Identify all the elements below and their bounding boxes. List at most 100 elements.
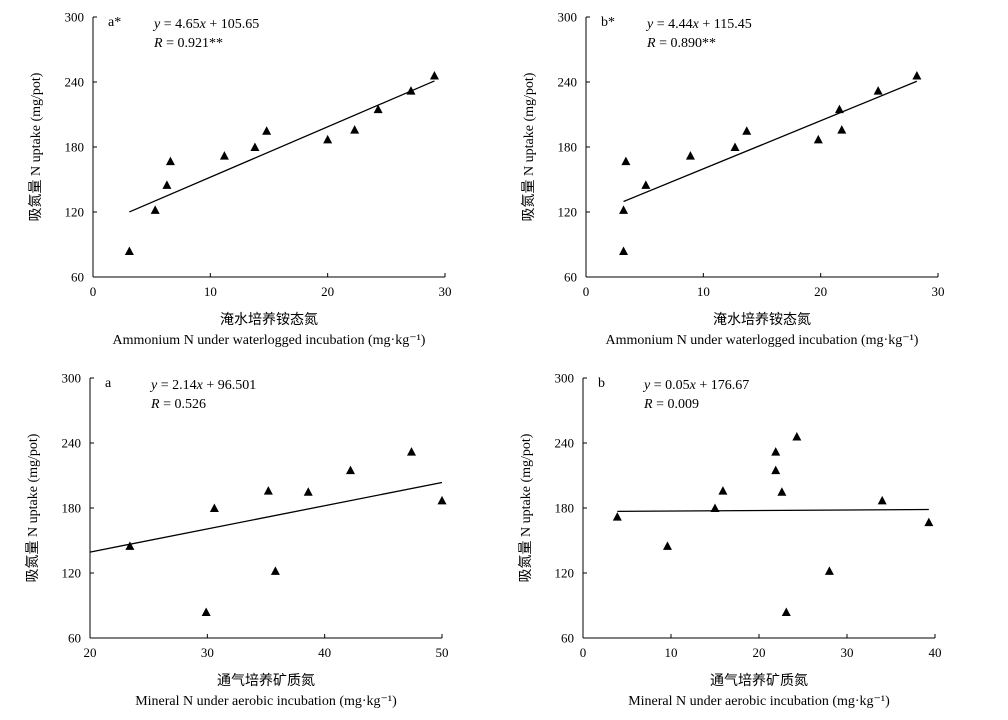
y-tick-label: 120	[65, 205, 85, 220]
data-point	[270, 566, 280, 575]
regression-equation: y = 4.44x + 115.45	[645, 17, 752, 32]
data-point	[685, 151, 695, 160]
data-point	[162, 180, 172, 189]
data-point	[350, 125, 360, 134]
regression-line	[129, 80, 435, 213]
regression-line	[617, 508, 929, 513]
data-point	[912, 71, 922, 80]
x-tick-label: 20	[84, 645, 97, 660]
y-tick-label: 180	[555, 501, 575, 516]
data-point	[262, 126, 272, 135]
y-axis-label: 吸氮量 N uptake (mg/pot)	[521, 72, 537, 221]
data-point	[873, 86, 883, 95]
x-axis-label-cn: 淹水培养铵态氮	[220, 312, 318, 328]
x-tick-label: 20	[321, 284, 334, 299]
y-axis-label: 吸氮量 N uptake (mg/pot)	[518, 433, 534, 582]
data-point	[662, 541, 672, 550]
x-tick-label: 50	[436, 645, 449, 660]
regression-line	[89, 481, 443, 553]
panel-label: a	[105, 376, 112, 391]
x-tick-label: 30	[201, 645, 214, 660]
data-point	[406, 86, 416, 95]
data-point	[150, 205, 160, 214]
data-point	[165, 156, 175, 166]
data-point	[219, 151, 229, 160]
regression-line	[623, 80, 918, 203]
x-tick-label: 40	[318, 645, 331, 660]
regression-equation: y = 4.65x + 105.65	[152, 17, 259, 32]
data-point	[619, 205, 629, 214]
data-point	[406, 447, 416, 456]
data-point	[924, 517, 934, 527]
data-point	[710, 503, 720, 512]
y-tick-label: 120	[555, 566, 575, 581]
data-point	[373, 104, 383, 114]
data-point	[641, 180, 651, 189]
x-axis-label-en: Mineral N under aerobic incubation (mg·k…	[135, 694, 397, 709]
data-point	[345, 465, 355, 475]
data-point	[263, 486, 273, 495]
x-tick-label: 10	[204, 284, 217, 299]
x-axis-label-en: Mineral N under aerobic incubation (mg·k…	[628, 694, 890, 709]
y-tick-label: 120	[558, 205, 578, 220]
data-point	[771, 447, 781, 456]
x-tick-label: 30	[932, 284, 945, 299]
x-tick-label: 30	[439, 284, 452, 299]
y-tick-label: 300	[62, 371, 82, 386]
data-point	[792, 432, 802, 441]
chart-panel-2: 60 120 180 240 300 20 30 40 50 a y = 2.14x + 96.50…	[25, 371, 449, 710]
data-point	[742, 126, 752, 135]
y-axis-label: 吸氮量 N uptake (mg/pot)	[25, 433, 41, 582]
regression-equation: y = 0.05x + 176.67	[642, 378, 749, 393]
data-point	[813, 134, 823, 144]
y-tick-label: 180	[65, 140, 85, 155]
x-axis-label-cn: 通气培养矿质氮	[710, 673, 808, 689]
x-tick-label: 10	[697, 284, 710, 299]
x-tick-label: 40	[929, 645, 942, 660]
chart-panel-0: 60 120 180 240 300 0 10 20 30 a* y = 4.65x + 105.6…	[28, 10, 452, 349]
y-tick-label: 300	[558, 10, 578, 25]
x-tick-label: 0	[580, 645, 587, 660]
chart-panel-1: 60 120 180 240 300 0 10 20 30 b* y = 4.44x + 115.4…	[521, 10, 945, 349]
data-point	[837, 125, 847, 134]
data-point	[781, 607, 791, 616]
y-tick-label: 120	[62, 566, 82, 581]
correlation-coefficient: R = 0.526	[150, 397, 206, 412]
regression-equation: y = 2.14x + 96.501	[149, 378, 256, 393]
data-point	[201, 607, 211, 616]
x-tick-label: 30	[841, 645, 854, 660]
panel-label: a*	[108, 15, 121, 30]
x-axis-label-cn: 淹水培养铵态氮	[713, 312, 811, 328]
x-tick-label: 0	[583, 284, 590, 299]
x-axis-label-en: Ammonium N under waterlogged incubation …	[606, 333, 919, 348]
correlation-coefficient: R = 0.009	[643, 397, 699, 412]
y-tick-label: 60	[564, 270, 577, 285]
data-point	[124, 246, 134, 255]
data-point	[250, 142, 260, 151]
y-tick-label: 180	[558, 140, 578, 155]
panel-label: b*	[601, 15, 615, 30]
x-tick-label: 10	[665, 645, 678, 660]
data-point	[429, 71, 439, 80]
y-tick-label: 180	[62, 501, 82, 516]
data-point	[834, 104, 844, 114]
chart-panel-3: 60 120 180 240 300 0 10 20 30 40 b y = 0.05x + 176.…	[518, 371, 942, 710]
y-axis-label: 吸氮量 N uptake (mg/pot)	[28, 72, 44, 221]
x-tick-label: 0	[90, 284, 97, 299]
data-point	[771, 465, 781, 475]
data-point	[718, 486, 728, 495]
panel-label: b	[598, 376, 605, 391]
data-point	[437, 495, 447, 505]
y-tick-label: 240	[555, 436, 575, 451]
data-point	[612, 512, 622, 521]
data-point	[777, 487, 787, 496]
y-tick-label: 300	[555, 371, 575, 386]
data-point	[125, 541, 135, 550]
data-point	[209, 503, 219, 512]
correlation-coefficient: R = 0.890**	[646, 36, 716, 51]
y-tick-label: 60	[71, 270, 84, 285]
x-axis-label-en: Ammonium N under waterlogged incubation …	[113, 333, 426, 348]
data-point	[621, 156, 631, 166]
data-point	[877, 495, 887, 505]
